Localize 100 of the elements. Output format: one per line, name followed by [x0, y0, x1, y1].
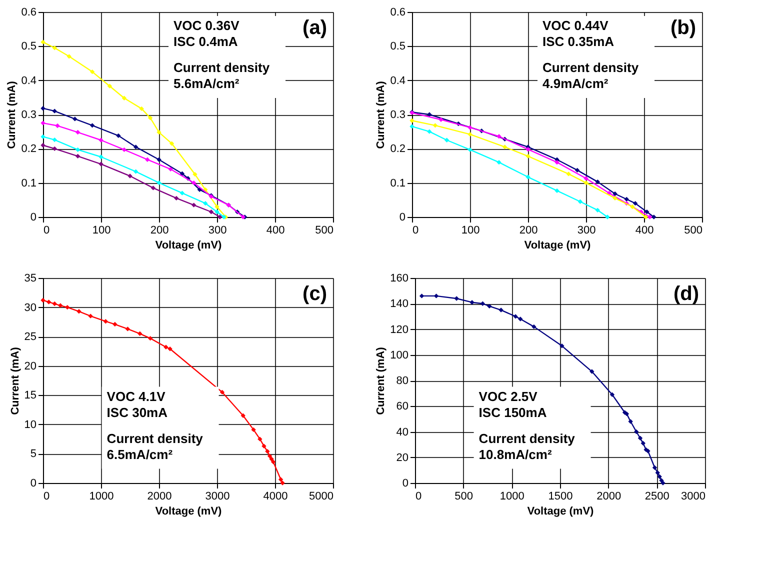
point: [125, 326, 130, 332]
point: [624, 196, 629, 202]
point: [98, 154, 104, 160]
y-tick-label: 5: [30, 448, 36, 460]
y-tick-label: 35: [24, 272, 36, 284]
point: [40, 142, 46, 148]
point: [652, 214, 656, 220]
point: [98, 138, 104, 142]
x-axis-title: Voltage (mV): [155, 240, 222, 252]
y-tick-label: 0.2: [21, 143, 36, 156]
y-tick-label: 140: [390, 298, 408, 310]
point: [652, 465, 658, 470]
annotation: 10.8mA/cm²: [478, 446, 552, 462]
annotation: (c): [302, 283, 327, 305]
point: [590, 369, 594, 374]
y-tick-label: 0: [30, 212, 36, 224]
point: [191, 202, 196, 208]
point: [628, 419, 633, 424]
point: [496, 134, 502, 139]
x-tick-label: 500: [315, 224, 334, 236]
x-tick-label: 400: [266, 224, 285, 236]
y-tick-label: 0.6: [390, 6, 406, 18]
annotation: Current density: [106, 430, 204, 446]
annotation: Current density: [478, 430, 576, 446]
point: [40, 298, 46, 303]
x-tick-label: 3000: [681, 490, 706, 502]
x-tick-label: 0: [412, 224, 419, 236]
y-tick-label: 80: [396, 375, 408, 387]
point: [122, 147, 127, 152]
point: [410, 124, 414, 129]
point: [98, 162, 104, 166]
y-tick-label: 10: [24, 418, 36, 431]
point: [468, 125, 472, 130]
point: [566, 172, 571, 176]
point: [75, 147, 80, 152]
point: [526, 154, 530, 159]
point: [270, 460, 276, 464]
point: [107, 84, 112, 88]
point: [156, 157, 162, 162]
point: [444, 138, 450, 142]
point: [138, 331, 142, 336]
point: [133, 169, 138, 174]
point: [112, 322, 118, 327]
point: [90, 69, 95, 74]
point: [116, 133, 121, 138]
point: [52, 46, 57, 50]
point: [88, 314, 93, 318]
point: [518, 316, 523, 322]
y-tick-label: 0: [30, 478, 36, 490]
point: [169, 141, 174, 146]
point: [574, 168, 580, 173]
point: [103, 319, 108, 324]
annotation: (b): [670, 17, 696, 39]
point: [269, 456, 274, 462]
point: [156, 180, 162, 186]
point: [278, 477, 284, 482]
point: [40, 134, 46, 140]
annotation: 4.9mA/cm²: [542, 76, 609, 91]
annotation: ISC 30mA: [106, 404, 168, 420]
x-tick-label: 2500: [644, 490, 670, 502]
point: [468, 132, 472, 137]
point: [267, 454, 272, 458]
point: [280, 480, 285, 486]
point: [640, 440, 646, 446]
annotation: VOC 0.36V: [174, 18, 240, 33]
annotation: ISC 150mA: [478, 404, 548, 420]
point: [76, 309, 82, 314]
point: [203, 200, 208, 206]
point: [595, 179, 600, 184]
point: [454, 296, 459, 301]
y-tick-label: 40: [396, 426, 408, 438]
x-tick-label: 5000: [309, 490, 334, 502]
annotation: ISC 0.4mA: [174, 34, 238, 49]
point: [148, 116, 153, 120]
y-tick-label: 25: [24, 331, 36, 344]
point: [480, 301, 486, 306]
x-tick-label: 200: [519, 224, 538, 236]
point: [513, 314, 518, 319]
y-tick-label: 0.3: [21, 109, 36, 121]
point: [52, 146, 57, 152]
y-tick-label: 100: [390, 349, 408, 362]
point: [46, 300, 52, 304]
point: [240, 413, 246, 418]
y-tick-label: 15: [24, 390, 36, 402]
annotation: VOC 0.44V: [542, 18, 609, 33]
y-axis-title: Current (mA): [9, 346, 22, 415]
point: [145, 157, 150, 162]
x-tick-label: 300: [208, 224, 227, 236]
point: [470, 300, 474, 305]
x-axis-title: Voltage (mV): [155, 506, 222, 518]
point: [72, 116, 78, 122]
x-tick-label: 2000: [596, 490, 622, 502]
point: [218, 214, 222, 220]
point: [214, 210, 220, 214]
y-tick-label: 30: [24, 302, 36, 314]
point: [660, 480, 666, 486]
point: [75, 154, 80, 159]
x-tick-label: 100: [461, 224, 480, 236]
point: [468, 147, 472, 152]
point: [647, 214, 652, 220]
